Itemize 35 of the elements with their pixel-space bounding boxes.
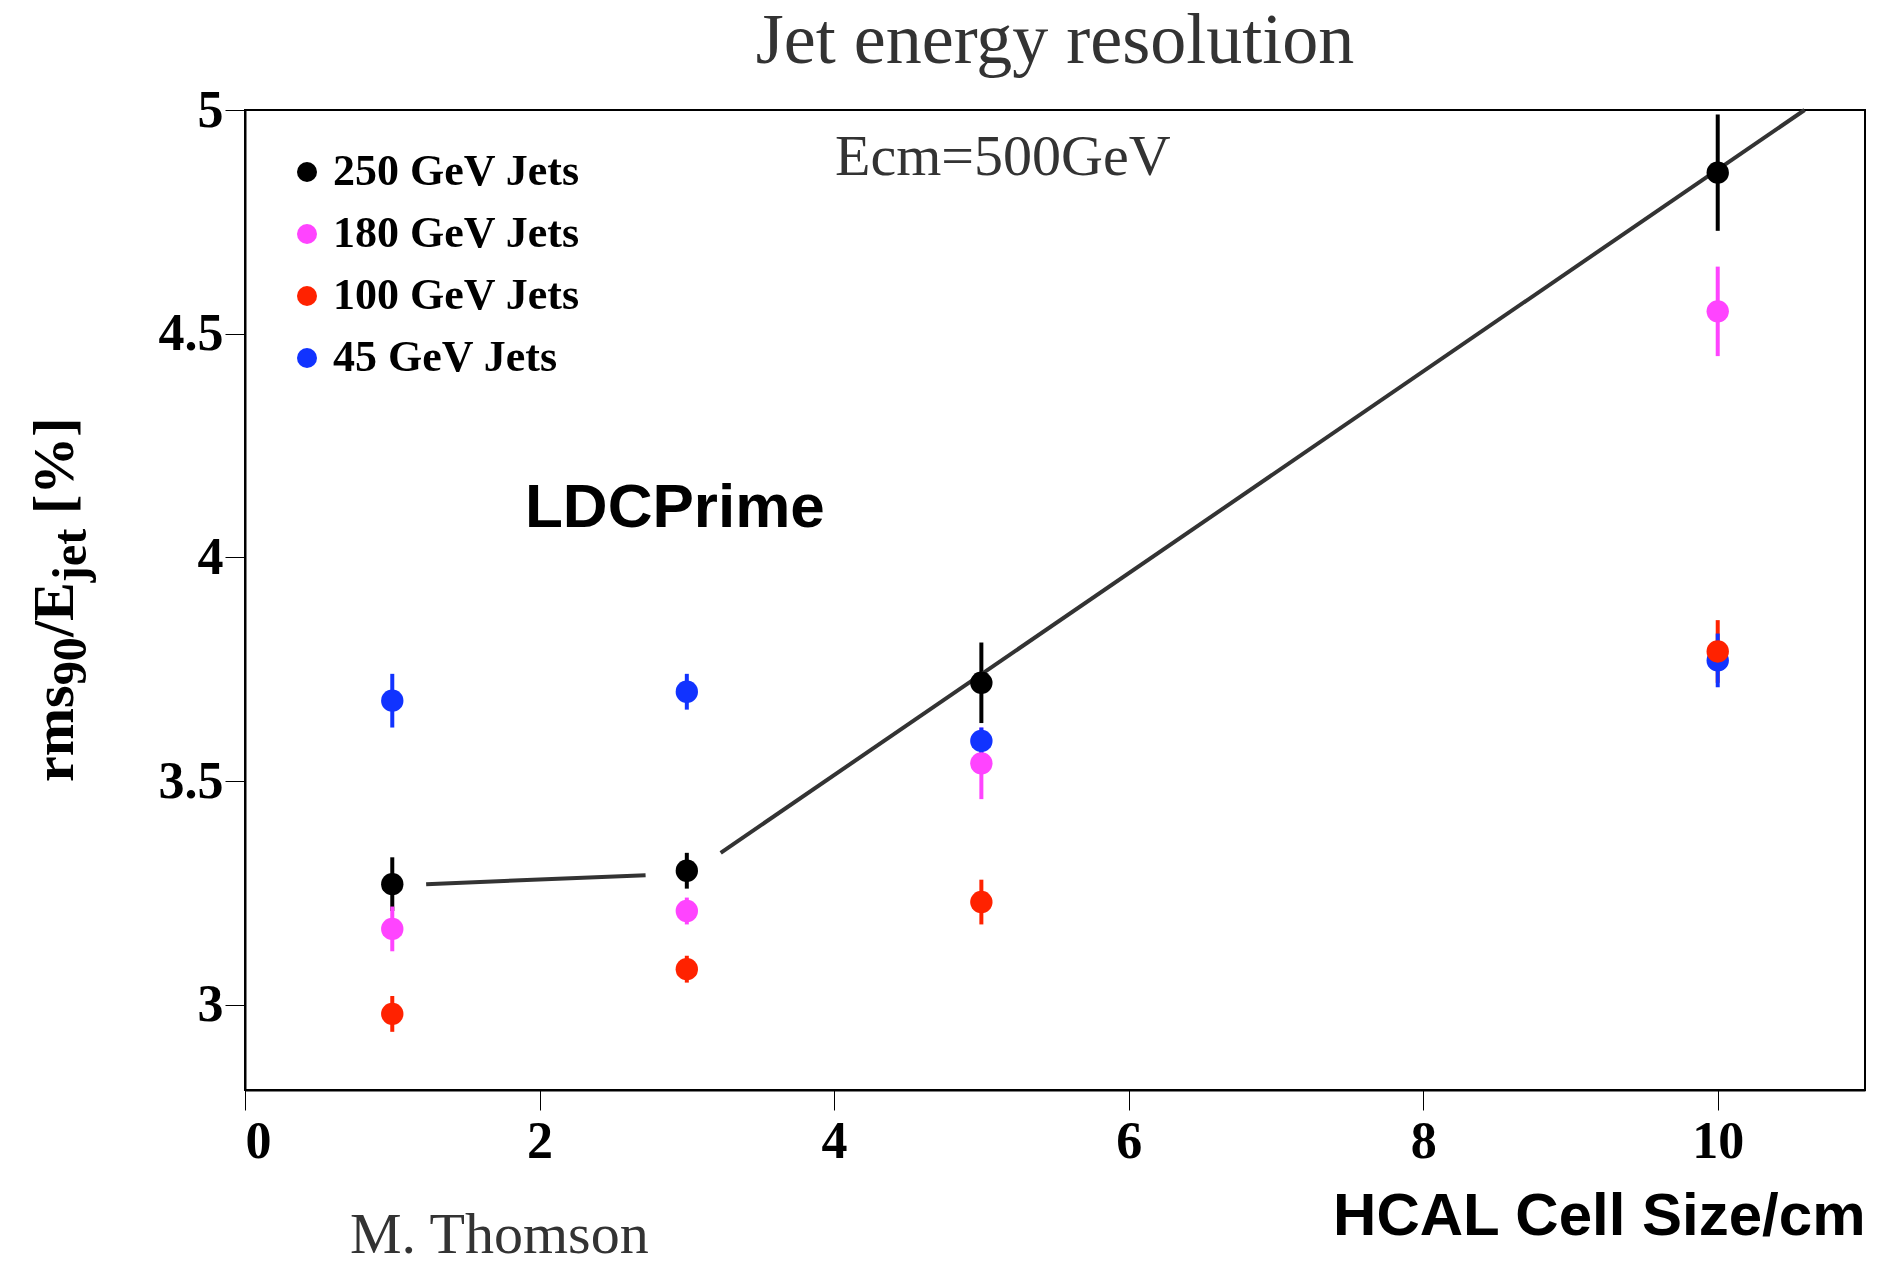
point [381, 689, 404, 712]
annotation: LDCPrime [525, 470, 825, 541]
point [675, 899, 698, 923]
y-tick-label: 5 [197, 80, 224, 138]
x-tick-label: 8 [1410, 1111, 1437, 1169]
point [381, 1002, 404, 1026]
x-tick-label: 10 [1692, 1111, 1745, 1169]
x-axis-title: HCAL Cell Size/cm [1333, 1180, 1866, 1248]
y-tick-label: 3.5 [158, 751, 224, 809]
legend-label: 45 GeV Jets [333, 332, 558, 381]
point [675, 859, 698, 882]
point [970, 752, 993, 775]
point [970, 890, 993, 914]
annotation: Ecm=500GeV [835, 122, 1171, 189]
point [381, 917, 404, 941]
legend-label: 250 GeV Jets [333, 146, 580, 195]
y-tick-label: 4.5 [158, 304, 224, 362]
legend-label: 100 GeV Jets [333, 270, 580, 319]
point [970, 729, 993, 753]
y-tick-label: 3 [197, 975, 224, 1033]
x-tick-label: 0 [245, 1111, 272, 1169]
point [381, 873, 404, 896]
point [1706, 640, 1729, 663]
text: M. Thomson [350, 1200, 649, 1267]
point [1706, 300, 1729, 323]
point [675, 958, 698, 981]
x-tick-label: 4 [821, 1111, 848, 1169]
legend-label: 180 GeV Jets [333, 208, 580, 257]
point [1706, 161, 1729, 184]
x-tick-label: 2 [527, 1111, 554, 1169]
chart-title: Jet energy resolution [755, 0, 1355, 79]
point [970, 671, 993, 694]
x-tick-label: 6 [1116, 1111, 1143, 1169]
point [675, 680, 698, 703]
y-tick-label: 4 [197, 527, 224, 585]
